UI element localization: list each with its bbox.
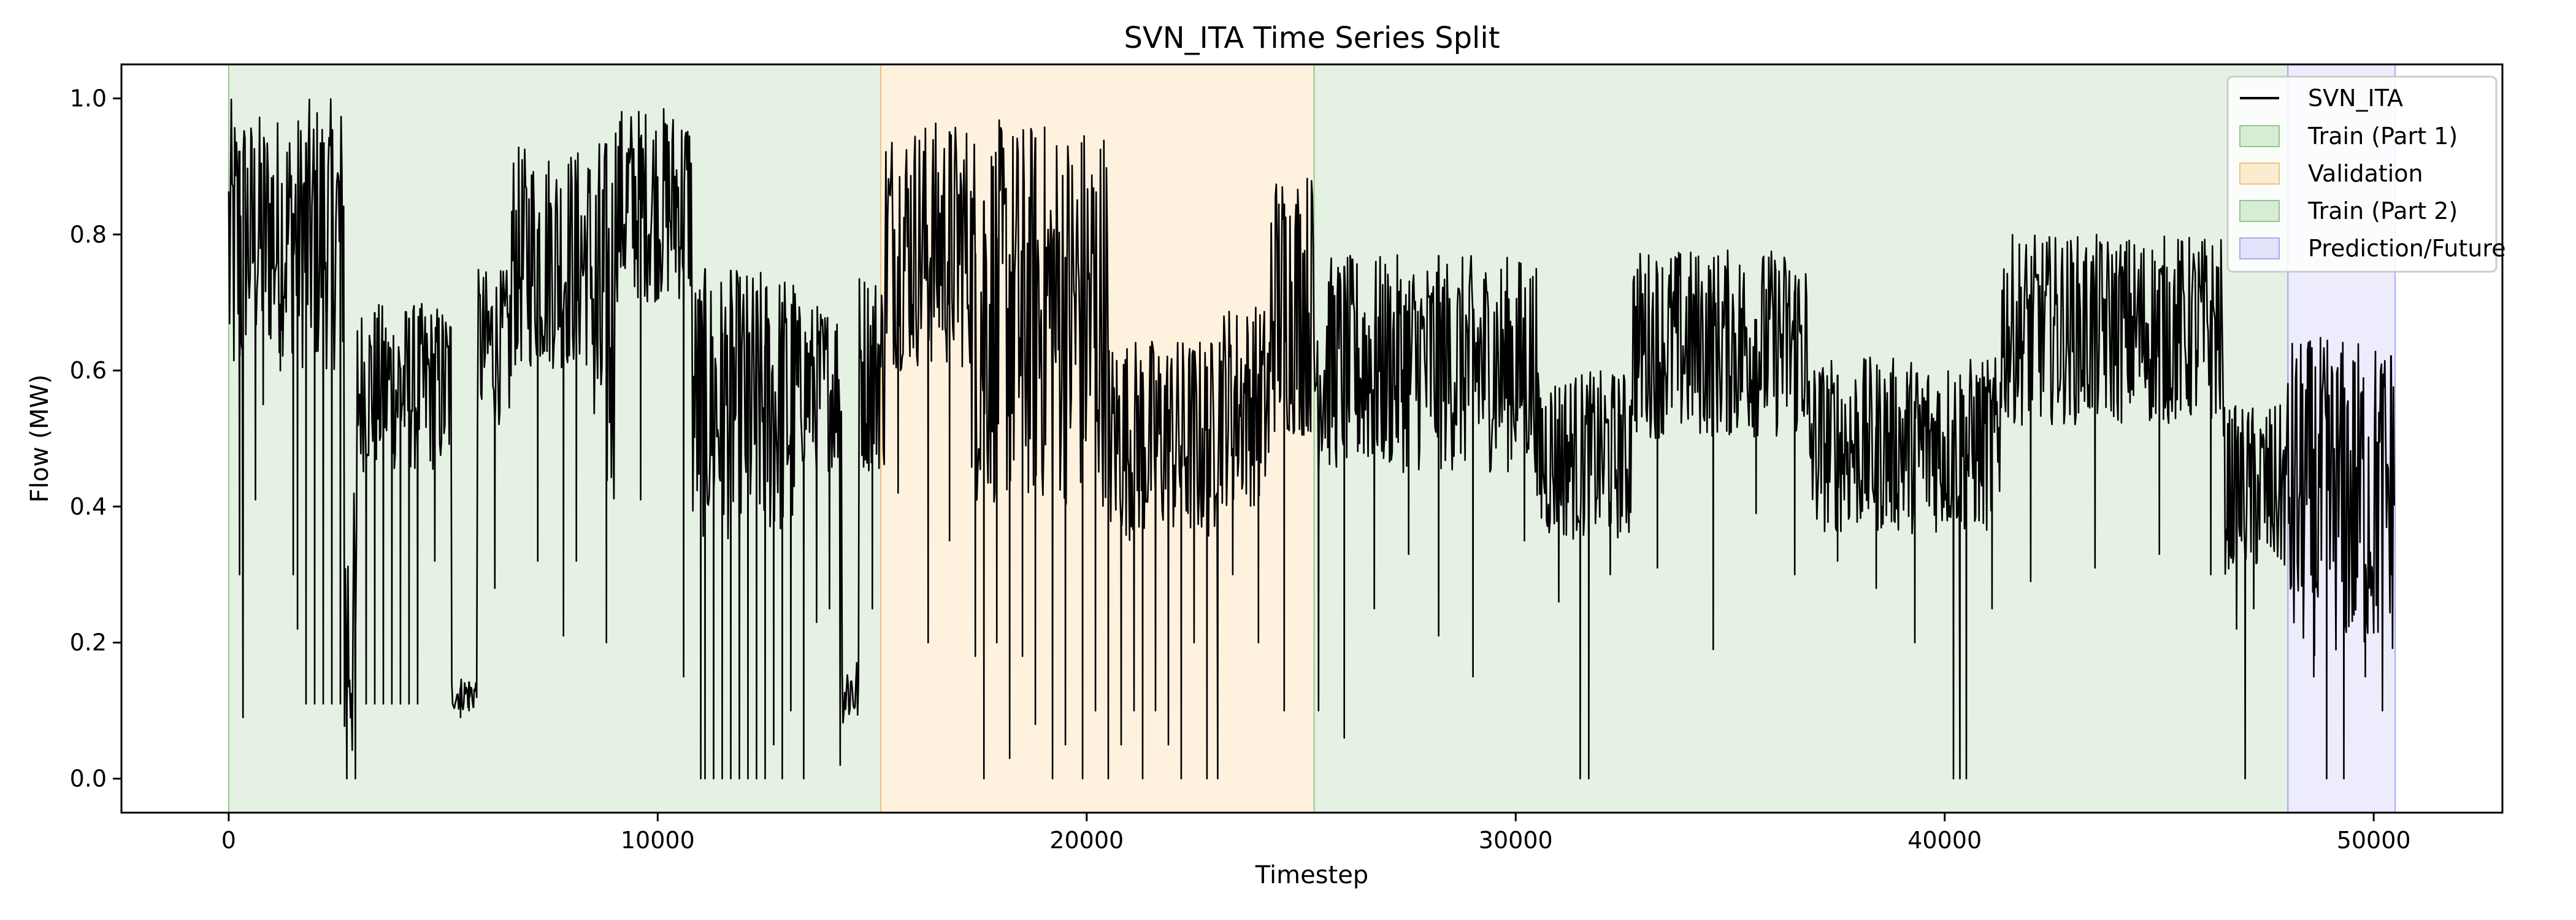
legend-label-validation: Validation bbox=[2308, 160, 2423, 187]
x-tick-label: 50000 bbox=[2337, 827, 2411, 854]
y-tick-label: 1.0 bbox=[70, 85, 107, 112]
x-tick-label: 0 bbox=[221, 827, 236, 854]
y-tick-label: 0.2 bbox=[70, 629, 107, 656]
x-tick-label: 20000 bbox=[1049, 827, 1124, 854]
legend-box bbox=[2226, 75, 2497, 273]
legend: SVN_ITA Train (Part 1) Validation Train … bbox=[2226, 75, 2506, 273]
legend-label-train-part-1: Train (Part 1) bbox=[2307, 123, 2458, 150]
x-axis-label: Timestep bbox=[1255, 861, 1368, 889]
plot-area-frame bbox=[120, 63, 2504, 814]
legend-label-svn-ita: SVN_ITA bbox=[2308, 85, 2403, 112]
x-tick-label: 40000 bbox=[1907, 827, 1982, 854]
legend-swatch-validation bbox=[2239, 163, 2280, 185]
series-line-svn-ita bbox=[228, 98, 2395, 780]
x-tick-label: 10000 bbox=[621, 827, 695, 854]
x-tick-label: 30000 bbox=[1479, 827, 1553, 854]
y-tick-label: 0.0 bbox=[70, 765, 107, 792]
x-axis-ticks: 0 10000 20000 30000 40000 50000 bbox=[221, 813, 2411, 854]
legend-swatch-train-part-2 bbox=[2239, 200, 2280, 222]
y-axis-label: Flow (MW) bbox=[26, 374, 54, 502]
y-tick-label: 0.6 bbox=[70, 357, 107, 384]
y-tick-label: 0.4 bbox=[70, 493, 107, 520]
series-group bbox=[228, 98, 2395, 780]
legend-label-train-part-2: Train (Part 2) bbox=[2307, 197, 2458, 224]
legend-swatch-train-part-1 bbox=[2239, 125, 2280, 147]
y-tick-label: 0.8 bbox=[70, 221, 107, 248]
y-axis-ticks: 0.0 0.2 0.4 0.6 0.8 1.0 bbox=[70, 85, 121, 792]
legend-swatch-prediction-future bbox=[2239, 237, 2280, 259]
legend-label-prediction-future: Prediction/Future bbox=[2308, 235, 2506, 262]
chart-title: SVN_ITA Time Series Split bbox=[1124, 21, 1500, 55]
split-regions bbox=[228, 64, 2396, 813]
